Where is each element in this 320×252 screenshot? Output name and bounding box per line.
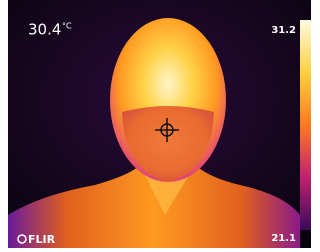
logo: FLIR <box>28 233 56 246</box>
thermal-screenshot: 30.4 °C 31.2 21.1 FLIR <box>0 0 311 252</box>
temperature-reading: 30.4 <box>28 21 61 39</box>
color-scale <box>300 20 311 230</box>
temperature-unit: °C <box>62 22 72 31</box>
scale-max: 31.2 <box>271 25 296 36</box>
scale-min: 21.1 <box>271 233 296 244</box>
page: 30.4 °C 31.2 21.1 FLIR (() => { const da… <box>0 0 320 252</box>
